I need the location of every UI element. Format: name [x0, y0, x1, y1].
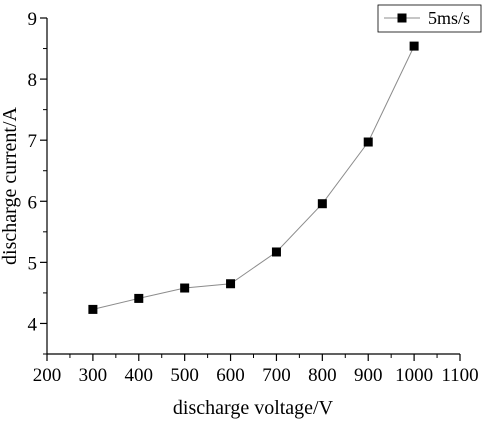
- data-point-marker: [226, 279, 236, 289]
- y-tick-label: 5: [28, 253, 38, 274]
- x-tick-label: 1000: [395, 365, 433, 386]
- y-tick-label: 4: [28, 314, 38, 335]
- y-axis-title: discharge current/A: [0, 106, 21, 264]
- data-point-marker: [363, 137, 373, 147]
- series-layer: [88, 41, 419, 314]
- legend: 5ms/s: [377, 4, 482, 33]
- x-tick-label: 300: [79, 365, 108, 386]
- data-point-marker: [409, 41, 419, 51]
- x-tick-label: 200: [33, 365, 62, 386]
- x-axis-title: discharge voltage/V: [173, 397, 334, 419]
- y-tick-label: 7: [28, 131, 38, 152]
- y-axis-ticks: 4 5 6 7 8 9: [28, 9, 47, 355]
- data-point-marker: [317, 199, 327, 209]
- x-tick-label: 600: [216, 365, 245, 386]
- plot-frame: [46, 18, 460, 355]
- data-point-marker: [180, 283, 190, 293]
- data-point-marker: [271, 247, 281, 257]
- data-point-marker: [88, 304, 98, 314]
- x-tick-label: 700: [262, 365, 291, 386]
- x-axis-ticks: 200 300 400 500 600 700 800 900 1000 1100: [33, 354, 479, 386]
- x-tick-label: 800: [308, 365, 337, 386]
- data-point-marker: [134, 293, 144, 303]
- legend-label: 5ms/s: [428, 8, 470, 28]
- x-tick-label: 1100: [441, 365, 478, 386]
- series-line: [92, 45, 415, 310]
- x-tick-label: 400: [125, 365, 154, 386]
- y-tick-label: 9: [28, 9, 38, 30]
- x-tick-label: 500: [170, 365, 199, 386]
- y-tick-label: 8: [28, 70, 38, 91]
- legend-marker: [397, 13, 407, 23]
- y-tick-label: 6: [28, 192, 38, 213]
- x-tick-label: 900: [354, 365, 383, 386]
